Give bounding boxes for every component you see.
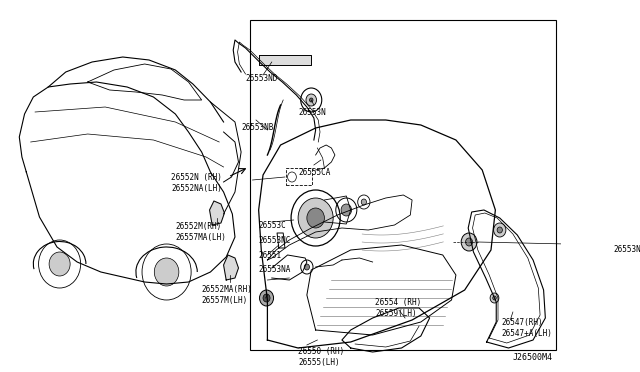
Circle shape <box>310 98 313 102</box>
Circle shape <box>304 264 310 270</box>
Circle shape <box>341 204 351 216</box>
Circle shape <box>493 296 496 300</box>
Text: 26552M(RH)
26557MA(LH): 26552M(RH) 26557MA(LH) <box>175 222 226 242</box>
Text: 26550 (RH)
26555(LH): 26550 (RH) 26555(LH) <box>298 347 344 367</box>
Text: 26553C: 26553C <box>259 221 286 230</box>
Text: 26552MA(RH)
26557M(LH): 26552MA(RH) 26557M(LH) <box>202 285 253 305</box>
Text: 26553NC: 26553NC <box>259 235 291 244</box>
Circle shape <box>361 199 367 205</box>
Polygon shape <box>223 255 239 280</box>
Circle shape <box>493 223 506 237</box>
Text: 26553NA: 26553NA <box>614 246 640 254</box>
Text: 26553N: 26553N <box>298 108 326 116</box>
Circle shape <box>465 238 472 246</box>
Circle shape <box>461 233 477 251</box>
Text: 26553ND: 26553ND <box>246 74 278 83</box>
Polygon shape <box>209 201 225 225</box>
Text: 26555CA: 26555CA <box>298 167 330 176</box>
Circle shape <box>298 198 333 238</box>
Text: 26551: 26551 <box>259 250 282 260</box>
Text: 26552N (RH)
26552NA(LH): 26552N (RH) 26552NA(LH) <box>171 173 222 193</box>
Circle shape <box>263 294 270 302</box>
Bar <box>250 20 556 350</box>
Circle shape <box>306 94 317 106</box>
Text: 26554 (RH)
26559(LH): 26554 (RH) 26559(LH) <box>375 298 422 318</box>
Text: 26553NA: 26553NA <box>259 266 291 275</box>
Text: 26553NB: 26553NB <box>241 122 273 131</box>
Text: J26500M4: J26500M4 <box>513 353 552 362</box>
Text: 26547(RH)
26547+A(LH): 26547(RH) 26547+A(LH) <box>502 318 552 338</box>
Circle shape <box>490 293 499 303</box>
Circle shape <box>497 227 502 233</box>
Circle shape <box>260 290 273 306</box>
Circle shape <box>307 208 324 228</box>
Circle shape <box>154 258 179 286</box>
Circle shape <box>49 252 70 276</box>
